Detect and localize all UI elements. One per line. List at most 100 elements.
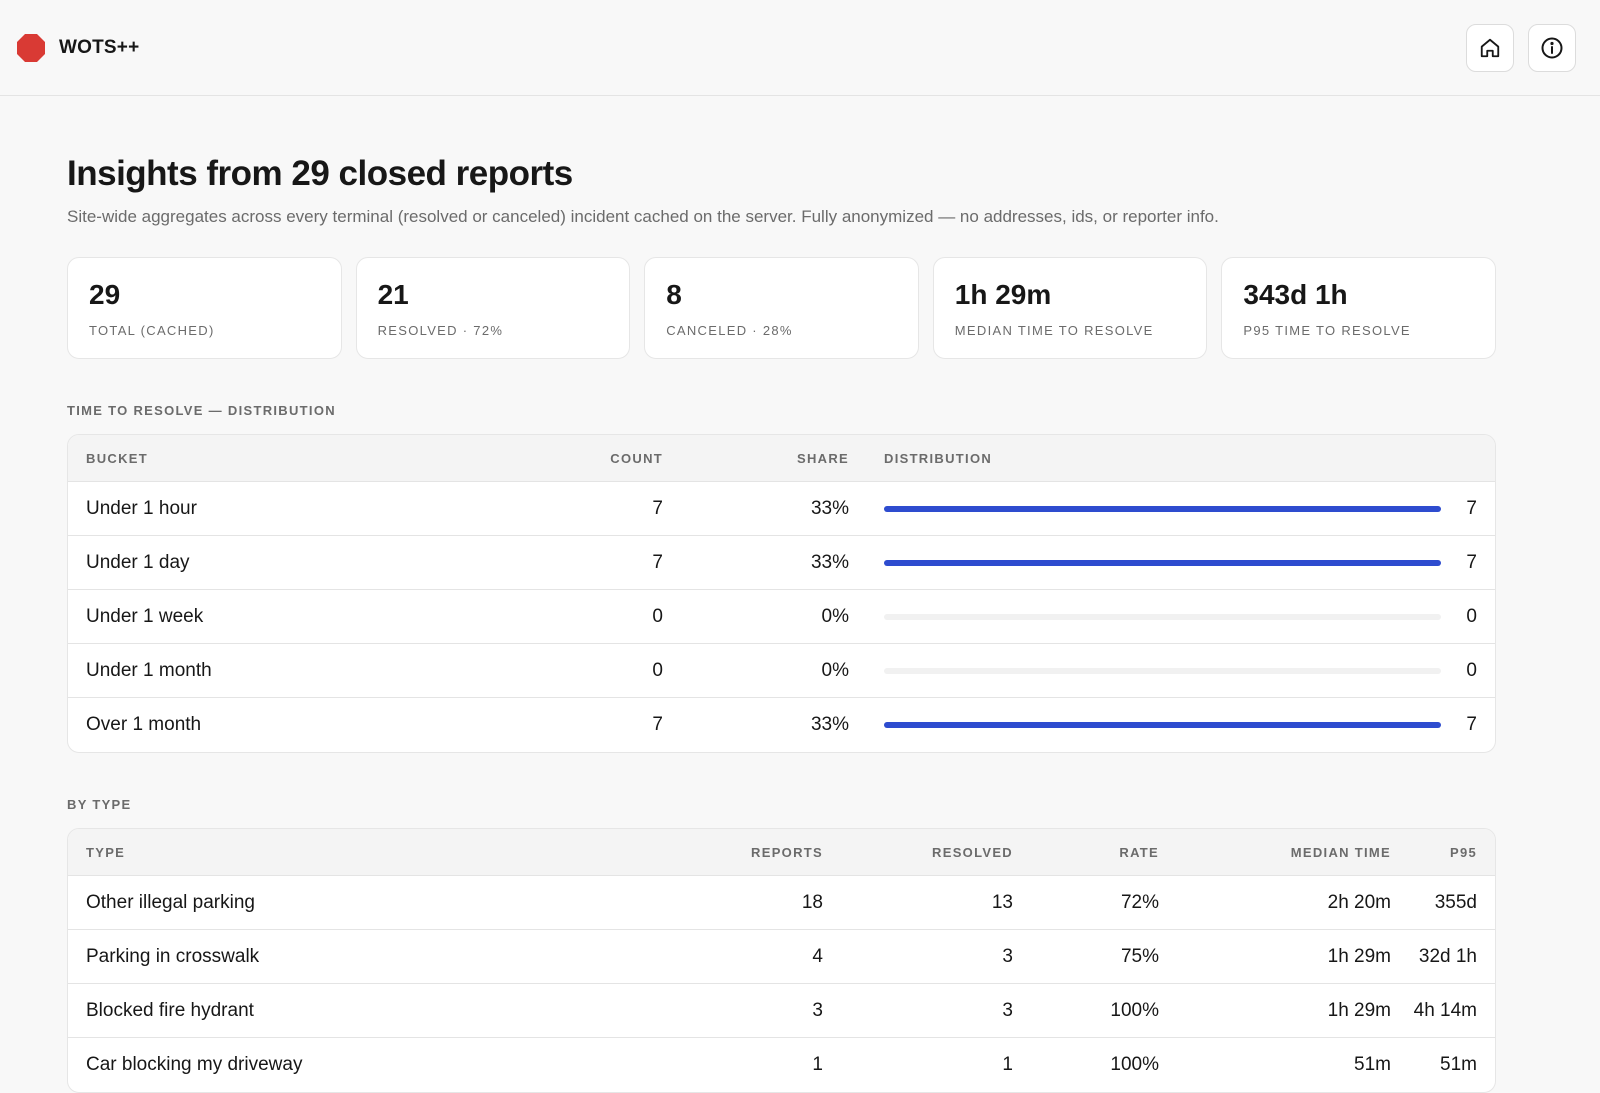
stop-sign-logo-icon: [17, 33, 45, 62]
rate-cell: 75%: [1120, 945, 1159, 967]
count-cell: 0: [652, 605, 663, 627]
stat-label: P95 TIME TO RESOLVE: [1243, 323, 1411, 339]
bar-track: [884, 613, 1441, 620]
stat-label: RESOLVED · 72%: [377, 323, 504, 339]
table-row: Under 1 week 0 0% 0: [68, 590, 1495, 645]
bar-track: [884, 505, 1441, 512]
bar-label: 7: [1466, 551, 1477, 573]
home-button[interactable]: [1466, 23, 1514, 72]
bucket-cell: Under 1 day: [86, 551, 190, 573]
type-cell: Parking in crosswalk: [86, 945, 260, 967]
resolved-cell: 1: [1002, 1054, 1013, 1076]
bar-track: [884, 667, 1441, 674]
count-cell: 7: [652, 714, 663, 736]
info-button[interactable]: [1528, 23, 1576, 72]
table-row: Blocked fire hydrant 3 3 100% 1h 29m 4h …: [68, 984, 1495, 1039]
type-cell: Other illegal parking: [86, 891, 255, 913]
count-cell: 7: [652, 497, 663, 519]
info-icon: [1541, 37, 1563, 58]
by-type-section-title: BY TYPE: [67, 797, 132, 813]
resolved-cell: 3: [1002, 945, 1013, 967]
home-icon: [1480, 38, 1500, 57]
app-name: WOTS++: [59, 36, 140, 58]
resolved-cell: 3: [1002, 999, 1013, 1021]
table-row: Parking in crosswalk 4 3 75% 1h 29m 32d …: [68, 930, 1495, 985]
bucket-cell: Under 1 hour: [86, 497, 197, 519]
reports-cell: 3: [812, 999, 823, 1021]
bar-label: 7: [1466, 497, 1477, 519]
stat-value: 1h 29m: [954, 279, 1052, 311]
median-time-cell: 1h 29m: [1327, 999, 1391, 1021]
column-header-bucket: BUCKET: [86, 450, 148, 466]
column-header-p95: P95: [1449, 844, 1477, 860]
share-cell: 0%: [821, 605, 849, 627]
count-cell: 0: [652, 659, 663, 681]
bucket-cell: Over 1 month: [86, 714, 202, 736]
bar-fill: [884, 722, 1441, 729]
page-subtitle: Site-wide aggregates across every termin…: [67, 207, 1219, 227]
rate-cell: 72%: [1120, 891, 1159, 913]
reports-cell: 4: [812, 945, 823, 967]
column-header-distribution: DISTRIBUTION: [884, 450, 993, 466]
type-cell: Blocked fire hydrant: [86, 999, 254, 1021]
distribution-cell: 0: [849, 660, 1495, 682]
distribution-cell: 0: [849, 606, 1495, 628]
main-content: Insights from 29 closed reports Site-wid…: [0, 154, 1600, 1093]
distribution-table: BUCKET COUNT SHARE DISTRIBUTION Under 1 …: [67, 434, 1496, 754]
p95-cell: 4h 14m: [1413, 999, 1477, 1021]
stat-card-canceled: 8 CANCELED · 28%: [644, 257, 919, 360]
column-header-rate: RATE: [1119, 844, 1159, 860]
bar-fill: [884, 505, 1441, 512]
bucket-cell: Under 1 week: [86, 605, 204, 627]
column-header-median-time: MEDIAN TIME: [1290, 844, 1391, 860]
type-cell: Car blocking my driveway: [86, 1054, 303, 1076]
table-row: Other illegal parking 18 13 72% 2h 20m 3…: [68, 876, 1495, 931]
column-header-reports: REPORTS: [751, 844, 823, 860]
table-row: Under 1 month 0 0% 0: [68, 644, 1495, 699]
stat-value: 8: [666, 279, 682, 311]
distribution-section-title: TIME TO RESOLVE — DISTRIBUTION: [67, 403, 336, 419]
share-cell: 0%: [821, 659, 849, 681]
stat-label: CANCELED · 28%: [666, 323, 793, 339]
rate-cell: 100%: [1110, 999, 1159, 1021]
by-type-table: TYPE REPORTS RESOLVED RATE MEDIAN TIME P…: [67, 828, 1496, 1093]
column-header-count: COUNT: [610, 450, 663, 466]
bar-label: 0: [1466, 605, 1477, 627]
bar-label: 7: [1466, 714, 1477, 736]
p95-cell: 32d 1h: [1418, 945, 1477, 967]
bar-label: 0: [1466, 659, 1477, 681]
top-bar: WOTS++: [0, 0, 1600, 96]
p95-cell: 355d: [1434, 891, 1477, 913]
bar-track: [884, 559, 1441, 566]
stat-card-total: 29 TOTAL (CACHED): [67, 257, 342, 360]
bar-fill: [884, 559, 1441, 566]
median-time-cell: 2h 20m: [1327, 891, 1391, 913]
table-row: Over 1 month 7 33% 7: [68, 698, 1495, 752]
stat-card-p95: 343d 1h P95 TIME TO RESOLVE: [1221, 257, 1496, 360]
stat-value: 343d 1h: [1243, 279, 1348, 311]
count-cell: 7: [652, 551, 663, 573]
distribution-cell: 7: [849, 552, 1495, 574]
median-time-cell: 51m: [1354, 1054, 1391, 1076]
share-cell: 33%: [810, 497, 849, 519]
stats-row: 29 TOTAL (CACHED) 21 RESOLVED · 72% 8 CA…: [67, 257, 1496, 360]
reports-cell: 18: [801, 891, 823, 913]
rate-cell: 100%: [1110, 1054, 1159, 1076]
table-row: Under 1 day 7 33% 7: [68, 536, 1495, 591]
resolved-cell: 13: [991, 891, 1013, 913]
header-actions: [1466, 23, 1576, 72]
stat-label: TOTAL (CACHED): [89, 323, 215, 339]
distribution-cell: 7: [849, 714, 1495, 736]
p95-cell: 51m: [1440, 1054, 1477, 1076]
stat-card-resolved: 21 RESOLVED · 72%: [355, 257, 631, 360]
table-header: TYPE REPORTS RESOLVED RATE MEDIAN TIME P…: [68, 829, 1495, 877]
stat-value: 21: [377, 279, 409, 311]
brand[interactable]: WOTS++: [16, 33, 139, 63]
reports-cell: 1: [812, 1054, 823, 1076]
distribution-cell: 7: [849, 498, 1495, 520]
table-header: BUCKET COUNT SHARE DISTRIBUTION: [68, 435, 1495, 483]
column-header-type: TYPE: [86, 844, 126, 860]
share-cell: 33%: [810, 551, 849, 573]
bar-track: [884, 722, 1441, 729]
median-time-cell: 1h 29m: [1327, 945, 1391, 967]
